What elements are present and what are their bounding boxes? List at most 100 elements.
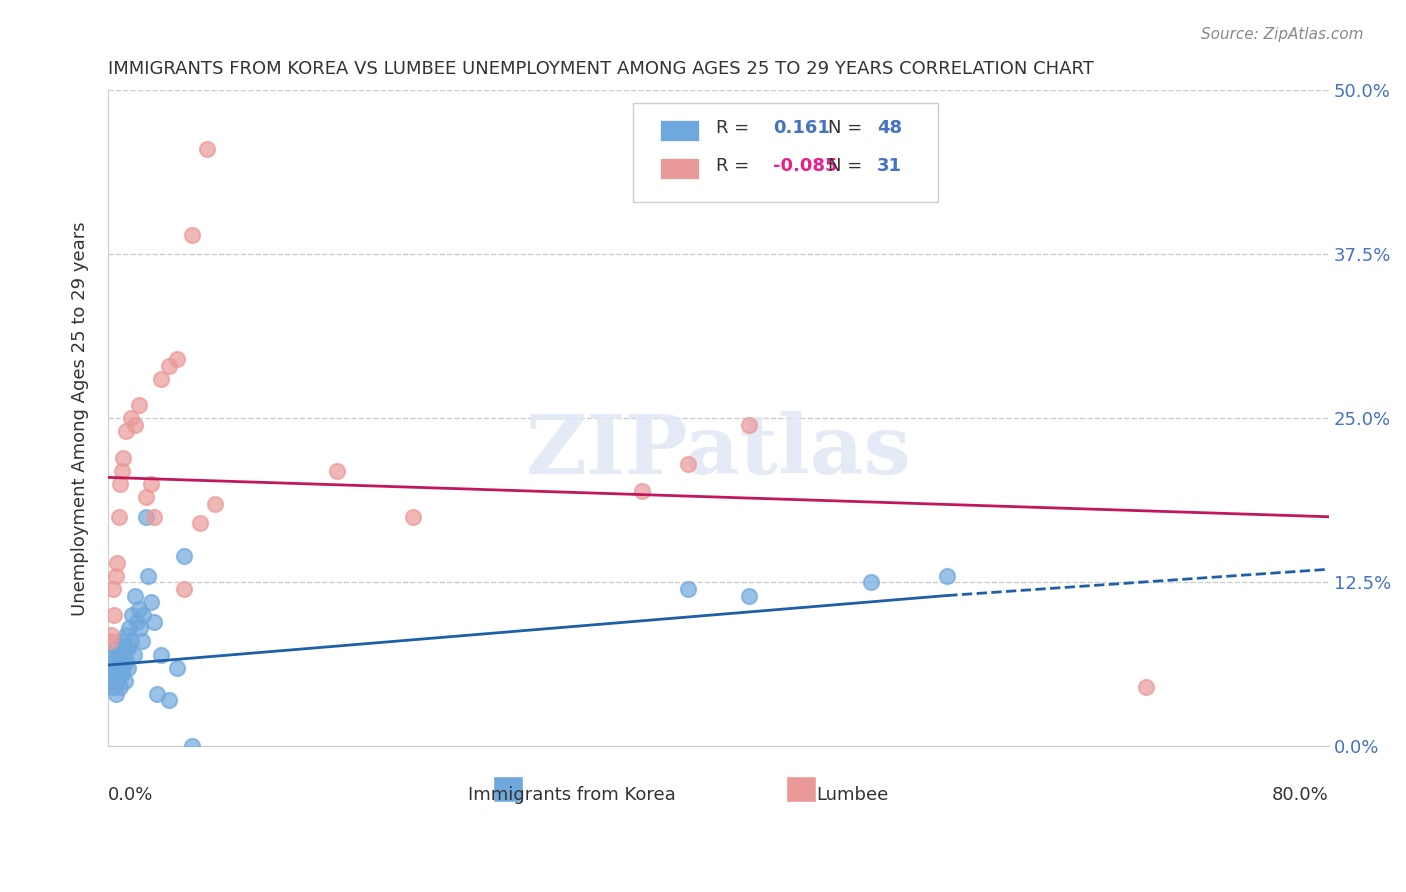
- Point: [114, 640, 136, 655]
- Y-axis label: Unemployment Among Ages 25 to 29 years: Unemployment Among Ages 25 to 29 years: [72, 221, 89, 615]
- Point: [104, 687, 127, 701]
- Bar: [659, 158, 699, 179]
- Point: [936, 569, 959, 583]
- Bar: [786, 776, 815, 802]
- Point: [103, 608, 125, 623]
- Point: [121, 608, 143, 623]
- Point: [180, 227, 202, 242]
- Point: [135, 509, 157, 524]
- Text: 31: 31: [877, 157, 903, 175]
- Point: [100, 661, 122, 675]
- Point: [142, 509, 165, 524]
- Point: [100, 628, 122, 642]
- Point: [166, 661, 188, 675]
- Point: [676, 582, 699, 596]
- Point: [111, 667, 134, 681]
- Point: [402, 509, 425, 524]
- Point: [676, 457, 699, 471]
- Text: ZIPatlas: ZIPatlas: [526, 411, 911, 491]
- Point: [101, 582, 124, 596]
- Point: [104, 640, 127, 655]
- Point: [124, 589, 146, 603]
- Text: 48: 48: [877, 120, 903, 137]
- Point: [105, 661, 128, 675]
- Point: [118, 621, 141, 635]
- Text: N =: N =: [828, 120, 869, 137]
- Point: [117, 661, 139, 675]
- Point: [120, 411, 142, 425]
- Point: [146, 687, 169, 701]
- Point: [326, 464, 349, 478]
- FancyBboxPatch shape: [633, 103, 938, 202]
- Text: 80.0%: 80.0%: [1272, 786, 1329, 804]
- Text: Immigrants from Korea: Immigrants from Korea: [468, 786, 676, 804]
- Text: IMMIGRANTS FROM KOREA VS LUMBEE UNEMPLOYMENT AMONG AGES 25 TO 29 YEARS CORRELATI: IMMIGRANTS FROM KOREA VS LUMBEE UNEMPLOY…: [108, 60, 1094, 78]
- Point: [150, 648, 173, 662]
- Point: [98, 634, 121, 648]
- Bar: [659, 120, 699, 142]
- Point: [120, 634, 142, 648]
- Point: [115, 425, 138, 439]
- Point: [111, 634, 134, 648]
- Point: [101, 681, 124, 695]
- Point: [142, 615, 165, 629]
- Point: [135, 490, 157, 504]
- Point: [117, 640, 139, 655]
- Text: 0.0%: 0.0%: [108, 786, 153, 804]
- Point: [180, 739, 202, 754]
- Point: [136, 569, 159, 583]
- Point: [115, 654, 138, 668]
- Point: [129, 621, 152, 635]
- Point: [195, 142, 218, 156]
- Text: R =: R =: [716, 120, 755, 137]
- Point: [204, 497, 226, 511]
- Text: 0.161: 0.161: [773, 120, 830, 137]
- Point: [98, 673, 121, 688]
- Point: [128, 398, 150, 412]
- Point: [105, 556, 128, 570]
- Point: [131, 634, 153, 648]
- Point: [738, 589, 761, 603]
- Point: [112, 450, 135, 465]
- Point: [188, 516, 211, 531]
- Point: [125, 615, 148, 629]
- Point: [103, 667, 125, 681]
- Point: [107, 667, 129, 681]
- Point: [859, 575, 882, 590]
- Point: [107, 509, 129, 524]
- Point: [139, 477, 162, 491]
- Point: [173, 549, 195, 563]
- Point: [139, 595, 162, 609]
- Text: N =: N =: [828, 157, 869, 175]
- Text: R =: R =: [716, 157, 755, 175]
- Point: [166, 352, 188, 367]
- Bar: [492, 776, 523, 802]
- Point: [101, 648, 124, 662]
- Point: [132, 608, 155, 623]
- Point: [112, 648, 135, 662]
- Point: [1135, 681, 1157, 695]
- Point: [122, 648, 145, 662]
- Point: [124, 417, 146, 432]
- Point: [631, 483, 654, 498]
- Point: [157, 693, 180, 707]
- Text: -0.085: -0.085: [773, 157, 838, 175]
- Text: Lumbee: Lumbee: [817, 786, 889, 804]
- Point: [157, 359, 180, 373]
- Point: [103, 654, 125, 668]
- Point: [111, 464, 134, 478]
- Text: Source: ZipAtlas.com: Source: ZipAtlas.com: [1201, 27, 1364, 42]
- Point: [738, 417, 761, 432]
- Point: [104, 569, 127, 583]
- Point: [114, 673, 136, 688]
- Point: [150, 372, 173, 386]
- Point: [115, 628, 138, 642]
- Point: [128, 601, 150, 615]
- Point: [112, 661, 135, 675]
- Point: [108, 477, 131, 491]
- Point: [108, 654, 131, 668]
- Point: [105, 673, 128, 688]
- Point: [107, 648, 129, 662]
- Point: [173, 582, 195, 596]
- Point: [108, 681, 131, 695]
